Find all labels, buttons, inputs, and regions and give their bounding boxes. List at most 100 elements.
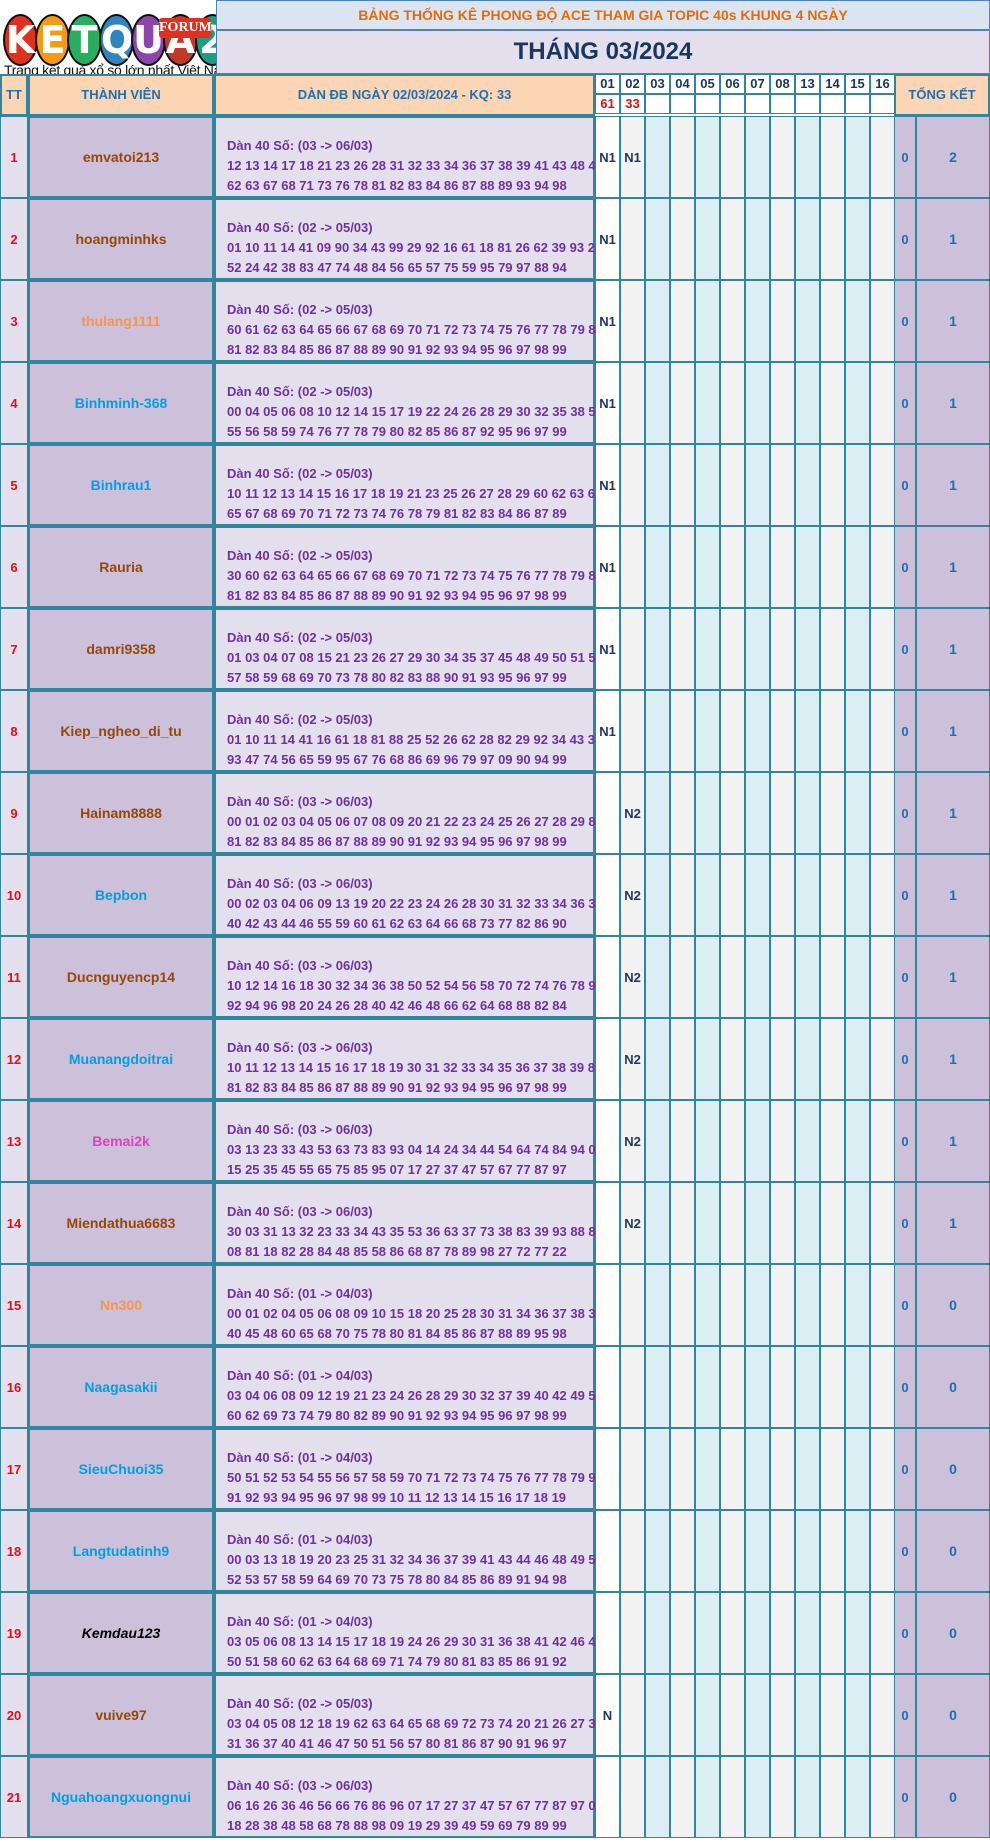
day-mark-01 xyxy=(595,854,620,936)
day-mark-02 xyxy=(620,1264,645,1346)
day-header-13: 13 xyxy=(795,74,820,94)
day-mark-02 xyxy=(620,526,645,608)
day-mark-07 xyxy=(745,936,770,1018)
row-number: 7 xyxy=(0,608,28,690)
member-name[interactable]: damri9358 xyxy=(28,608,214,690)
member-name[interactable]: Naagasakii xyxy=(28,1346,214,1428)
day-mark-01 xyxy=(595,1510,620,1592)
member-name[interactable]: Rauria xyxy=(28,526,214,608)
day-mark-08 xyxy=(770,854,795,936)
day-mark-01: N1 xyxy=(595,526,620,608)
sheet-banner: BẢNG THỐNG KÊ PHONG ĐỘ ACE THAM GIA TOPI… xyxy=(216,0,990,30)
member-name[interactable]: Binhrau1 xyxy=(28,444,214,526)
day-mark-07 xyxy=(745,526,770,608)
member-name[interactable]: Bepbon xyxy=(28,854,214,936)
row-number: 19 xyxy=(0,1592,28,1674)
day-mark-08 xyxy=(770,1018,795,1100)
member-name[interactable]: SieuChuoi35 xyxy=(28,1428,214,1510)
dan-numbers-line1: 00 02 03 04 06 09 13 19 20 22 23 24 26 2… xyxy=(227,896,603,911)
day-mark-15 xyxy=(845,116,870,198)
day-mark-16 xyxy=(870,362,895,444)
member-name[interactable]: Binhminh-368 xyxy=(28,362,214,444)
day-header-05: 05 xyxy=(695,74,720,94)
day-mark-04 xyxy=(670,1018,695,1100)
day-mark-15 xyxy=(845,1018,870,1100)
row-number: 18 xyxy=(0,1510,28,1592)
day-mark-14 xyxy=(820,526,845,608)
member-name[interactable]: thulang1111 xyxy=(28,280,214,362)
day-mark-16 xyxy=(870,1264,895,1346)
day-mark-01 xyxy=(595,772,620,854)
zero-count: 0 xyxy=(894,116,916,198)
zero-count: 0 xyxy=(894,526,916,608)
zero-count: 0 xyxy=(894,608,916,690)
day-mark-06 xyxy=(720,1510,745,1592)
day-mark-15 xyxy=(845,198,870,280)
day-header-16: 16 xyxy=(870,74,895,94)
day-mark-02: N2 xyxy=(620,1182,645,1264)
logo-letter: K xyxy=(3,14,38,66)
dan-numbers-line2: 81 82 83 84 85 86 87 88 89 90 91 92 93 9… xyxy=(227,1080,567,1095)
member-name[interactable]: Hainam8888 xyxy=(28,772,214,854)
dan-numbers-line2: 81 82 83 84 85 86 87 88 89 90 91 92 93 9… xyxy=(227,588,567,603)
logo-letter: U xyxy=(131,14,166,66)
member-name[interactable]: emvatoi213 xyxy=(28,116,214,198)
member-name[interactable]: Kiep_ngheo_di_tu xyxy=(28,690,214,772)
member-name[interactable]: Langtudatinh9 xyxy=(28,1510,214,1592)
member-name[interactable]: Bemai2k xyxy=(28,1100,214,1182)
member-name[interactable]: Kemdau123 xyxy=(28,1592,214,1674)
member-name[interactable]: Muanangdoitrai xyxy=(28,1018,214,1100)
total-score: 1 xyxy=(916,362,990,444)
day-mark-02: N2 xyxy=(620,936,645,1018)
day-mark-04 xyxy=(670,936,695,1018)
member-name[interactable]: Nguahoangxuongnui xyxy=(28,1756,214,1838)
total-score: 0 xyxy=(916,1756,990,1838)
day-mark-07 xyxy=(745,1510,770,1592)
day-mark-16 xyxy=(870,1592,895,1674)
day-mark-16 xyxy=(870,690,895,772)
row-number: 16 xyxy=(0,1346,28,1428)
day-mark-01: N1 xyxy=(595,280,620,362)
row-number: 9 xyxy=(0,772,28,854)
day-mark-14 xyxy=(820,1756,845,1838)
table-row: 1 emvatoi213 Dàn 40 Số: (03 -> 06/03) 12 13… xyxy=(0,116,990,198)
day-header-06: 06 xyxy=(720,74,745,94)
member-name[interactable]: vuive97 xyxy=(28,1674,214,1756)
total-score: 1 xyxy=(916,280,990,362)
day-mark-06 xyxy=(720,1674,745,1756)
day-mark-03 xyxy=(645,1018,670,1100)
day-mark-13 xyxy=(795,1510,820,1592)
day-mark-03 xyxy=(645,1592,670,1674)
total-score: 0 xyxy=(916,1346,990,1428)
day-mark-13 xyxy=(795,444,820,526)
dan-numbers-line2: 40 42 43 44 46 55 59 60 61 62 63 64 66 6… xyxy=(227,916,567,931)
table-row: 16 Naagasakii Dàn 40 Số: (01 -> 04/03) 03 0… xyxy=(0,1346,990,1428)
day-mark-02: N2 xyxy=(620,772,645,854)
table-row: 13 Bemai2k Dàn 40 Số: (03 -> 06/03) 03 13 2… xyxy=(0,1100,990,1182)
member-name[interactable]: Nn300 xyxy=(28,1264,214,1346)
dan-numbers-line2: 40 45 48 60 65 68 70 75 78 80 81 84 85 8… xyxy=(227,1326,567,1341)
member-name[interactable]: Miendathua6683 xyxy=(28,1182,214,1264)
day-mark-03 xyxy=(645,608,670,690)
day-mark-08 xyxy=(770,1674,795,1756)
day-mark-02: N2 xyxy=(620,1018,645,1100)
day-mark-01 xyxy=(595,936,620,1018)
day-mark-08 xyxy=(770,280,795,362)
member-name[interactable]: Ducnguyencp14 xyxy=(28,936,214,1018)
day-mark-13 xyxy=(795,362,820,444)
member-name[interactable]: hoangminhks xyxy=(28,198,214,280)
day-result-01: 61 xyxy=(595,94,620,114)
day-header-15: 15 xyxy=(845,74,870,94)
zero-count: 0 xyxy=(894,1674,916,1756)
day-mark-01 xyxy=(595,1100,620,1182)
dan-numbers-line1: 01 10 11 14 41 09 90 34 43 99 29 92 16 6… xyxy=(227,240,603,255)
day-mark-13 xyxy=(795,772,820,854)
day-mark-06 xyxy=(720,280,745,362)
day-result-15 xyxy=(845,94,870,114)
day-mark-02 xyxy=(620,362,645,444)
day-mark-03 xyxy=(645,362,670,444)
dan-heading: Dàn 40 Số: (01 -> 04/03) xyxy=(227,1450,373,1465)
day-mark-06 xyxy=(720,608,745,690)
day-mark-08 xyxy=(770,1182,795,1264)
